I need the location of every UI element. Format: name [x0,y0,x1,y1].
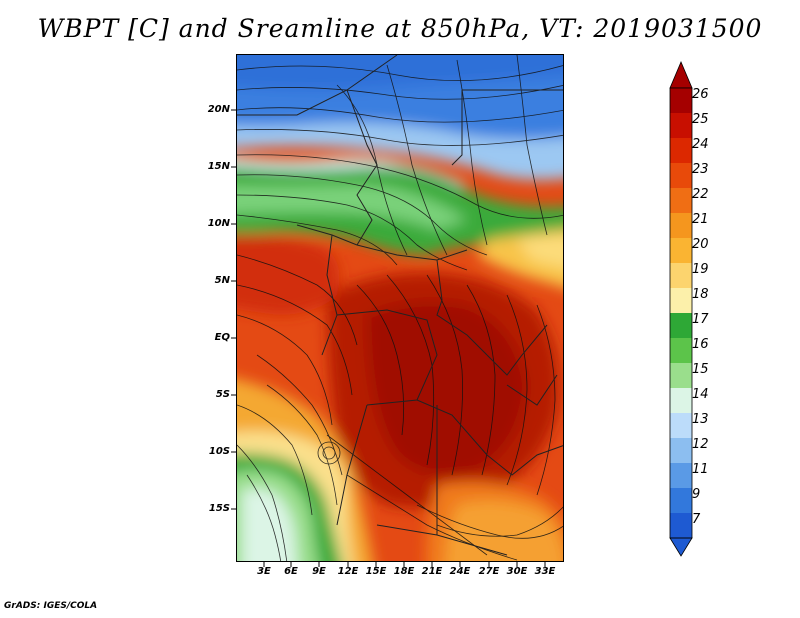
colorbar-segment [670,113,692,139]
colorbar-segment [670,88,692,114]
map-panel [236,54,564,562]
colorbar-tick-label: 25 [692,112,709,127]
colorbar-tick-label: 13 [692,412,709,427]
colorbar-tick-label: 26 [692,87,709,102]
colorbar-tick-label: 23 [692,162,709,177]
lat-label: 5S [215,389,230,400]
colorbar-segment [670,188,692,214]
lon-label: 24E [449,566,471,577]
lon-label: 3E [257,566,271,577]
colorbar-segment [670,463,692,489]
colorbar-segment [670,413,692,439]
colorbar-segment [670,438,692,464]
colorbar-segment [670,288,692,314]
colorbar-tick-label: 14 [692,387,709,402]
colorbar-segment [670,363,692,389]
lat-label: 5N [214,275,230,286]
wbpt-shading [237,55,563,561]
colorbar-tick-label: 15 [692,362,709,377]
colorbar-tick-label: 21 [692,212,709,227]
lon-label: 21E [421,566,443,577]
lon-label: 33E [534,566,556,577]
lat-label: 10N [207,218,230,229]
lon-label: 27E [478,566,500,577]
colorbar-segment [670,338,692,364]
colorbar-tick-label: 11 [692,462,709,477]
lon-label: 15E [365,566,387,577]
colorbar-tick-label: 18 [692,287,709,302]
map-title: WBPT [C] and Sreamline at 850hPa, VT: 20… [37,14,763,43]
colorbar-tick-label: 9 [692,487,701,502]
lat-label: 20N [207,104,230,115]
colorbar [669,60,693,557]
lon-label: 9E [312,566,326,577]
lon-label: 30E [506,566,528,577]
colorbar-segment [670,138,692,164]
colorbar-tick-label: 20 [692,237,709,252]
grads-credit: GrADS: IGES/COLA [4,601,98,611]
lat-label: 10S [208,446,230,457]
wbpt-field-map [237,55,563,561]
colorbar-top-arrow [669,60,693,89]
streamlines [237,55,563,561]
colorbar-segment [670,313,692,339]
lon-label: 6E [284,566,298,577]
colorbar-tick-label: 22 [692,187,709,202]
colorbar-tick-label: 16 [692,337,709,352]
colorbar-outline [669,87,693,539]
colorbar-tick-label: 12 [692,437,709,452]
colorbar-segment [670,238,692,264]
colorbar-tick-label: 17 [692,312,709,327]
colorbar-segment [670,263,692,289]
colorbar-bottom-arrow [669,537,693,557]
colorbar-tick-label: 24 [692,137,709,152]
colorbar-segment [670,488,692,514]
colorbar-segment [670,213,692,239]
lat-label: 15N [207,161,230,172]
lat-label: 15S [208,503,230,514]
colorbar-tick-label: 7 [692,512,701,527]
lat-label: EQ [214,332,230,343]
colorbar-segment [670,163,692,189]
colorbar-segment [670,388,692,414]
lon-label: 18E [393,566,415,577]
lon-label: 12E [337,566,359,577]
colorbar-segment [670,513,692,539]
colorbar-tick-label: 19 [692,262,709,277]
country-borders [237,55,563,556]
